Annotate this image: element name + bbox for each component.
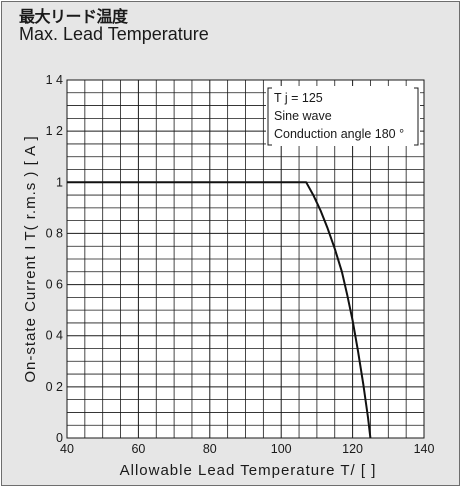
x-tick-labels: 40 60 80 100 120 140 [60, 442, 434, 456]
x-tick-label: 80 [203, 442, 217, 456]
x-axis-label: Allowable Lead Temperature T/ [ ] [120, 462, 377, 479]
y-tick-labels: 0 0 2 0 4 0 6 0 8 1 1 2 1 4 [46, 73, 63, 445]
y-tick-label: 1 2 [46, 124, 63, 138]
y-tick-label: 0 2 [46, 380, 63, 394]
y-tick-label: 0 [56, 431, 63, 445]
annotation-line-1: T j = 125 [274, 91, 323, 105]
annotation-box: T j = 125 Sine wave Conduction angle 180… [266, 86, 420, 146]
x-tick-label: 60 [131, 442, 145, 456]
x-tick-label: 140 [414, 442, 435, 456]
x-tick-label: 120 [342, 442, 363, 456]
chart-title-english: Max. Lead Temperature [19, 24, 209, 44]
y-tick-label: 0 6 [46, 278, 63, 292]
y-tick-label: 1 [56, 175, 63, 189]
chart-title-japanese: 最大リード温度 [19, 7, 128, 26]
y-tick-label: 1 4 [46, 73, 63, 87]
y-tick-label: 0 8 [46, 226, 63, 240]
series-layer [67, 181, 372, 439]
y-axis-label: On-state Current I T( r.m.s ) [ A ] [22, 135, 39, 382]
annotation-line-3: Conduction angle 180 ° [274, 127, 404, 141]
y-tick-label: 0 4 [46, 329, 63, 343]
x-tick-label: 40 [60, 442, 74, 456]
annotation-line-2: Sine wave [274, 109, 332, 123]
x-tick-label: 100 [271, 442, 292, 456]
series-line [67, 181, 372, 439]
